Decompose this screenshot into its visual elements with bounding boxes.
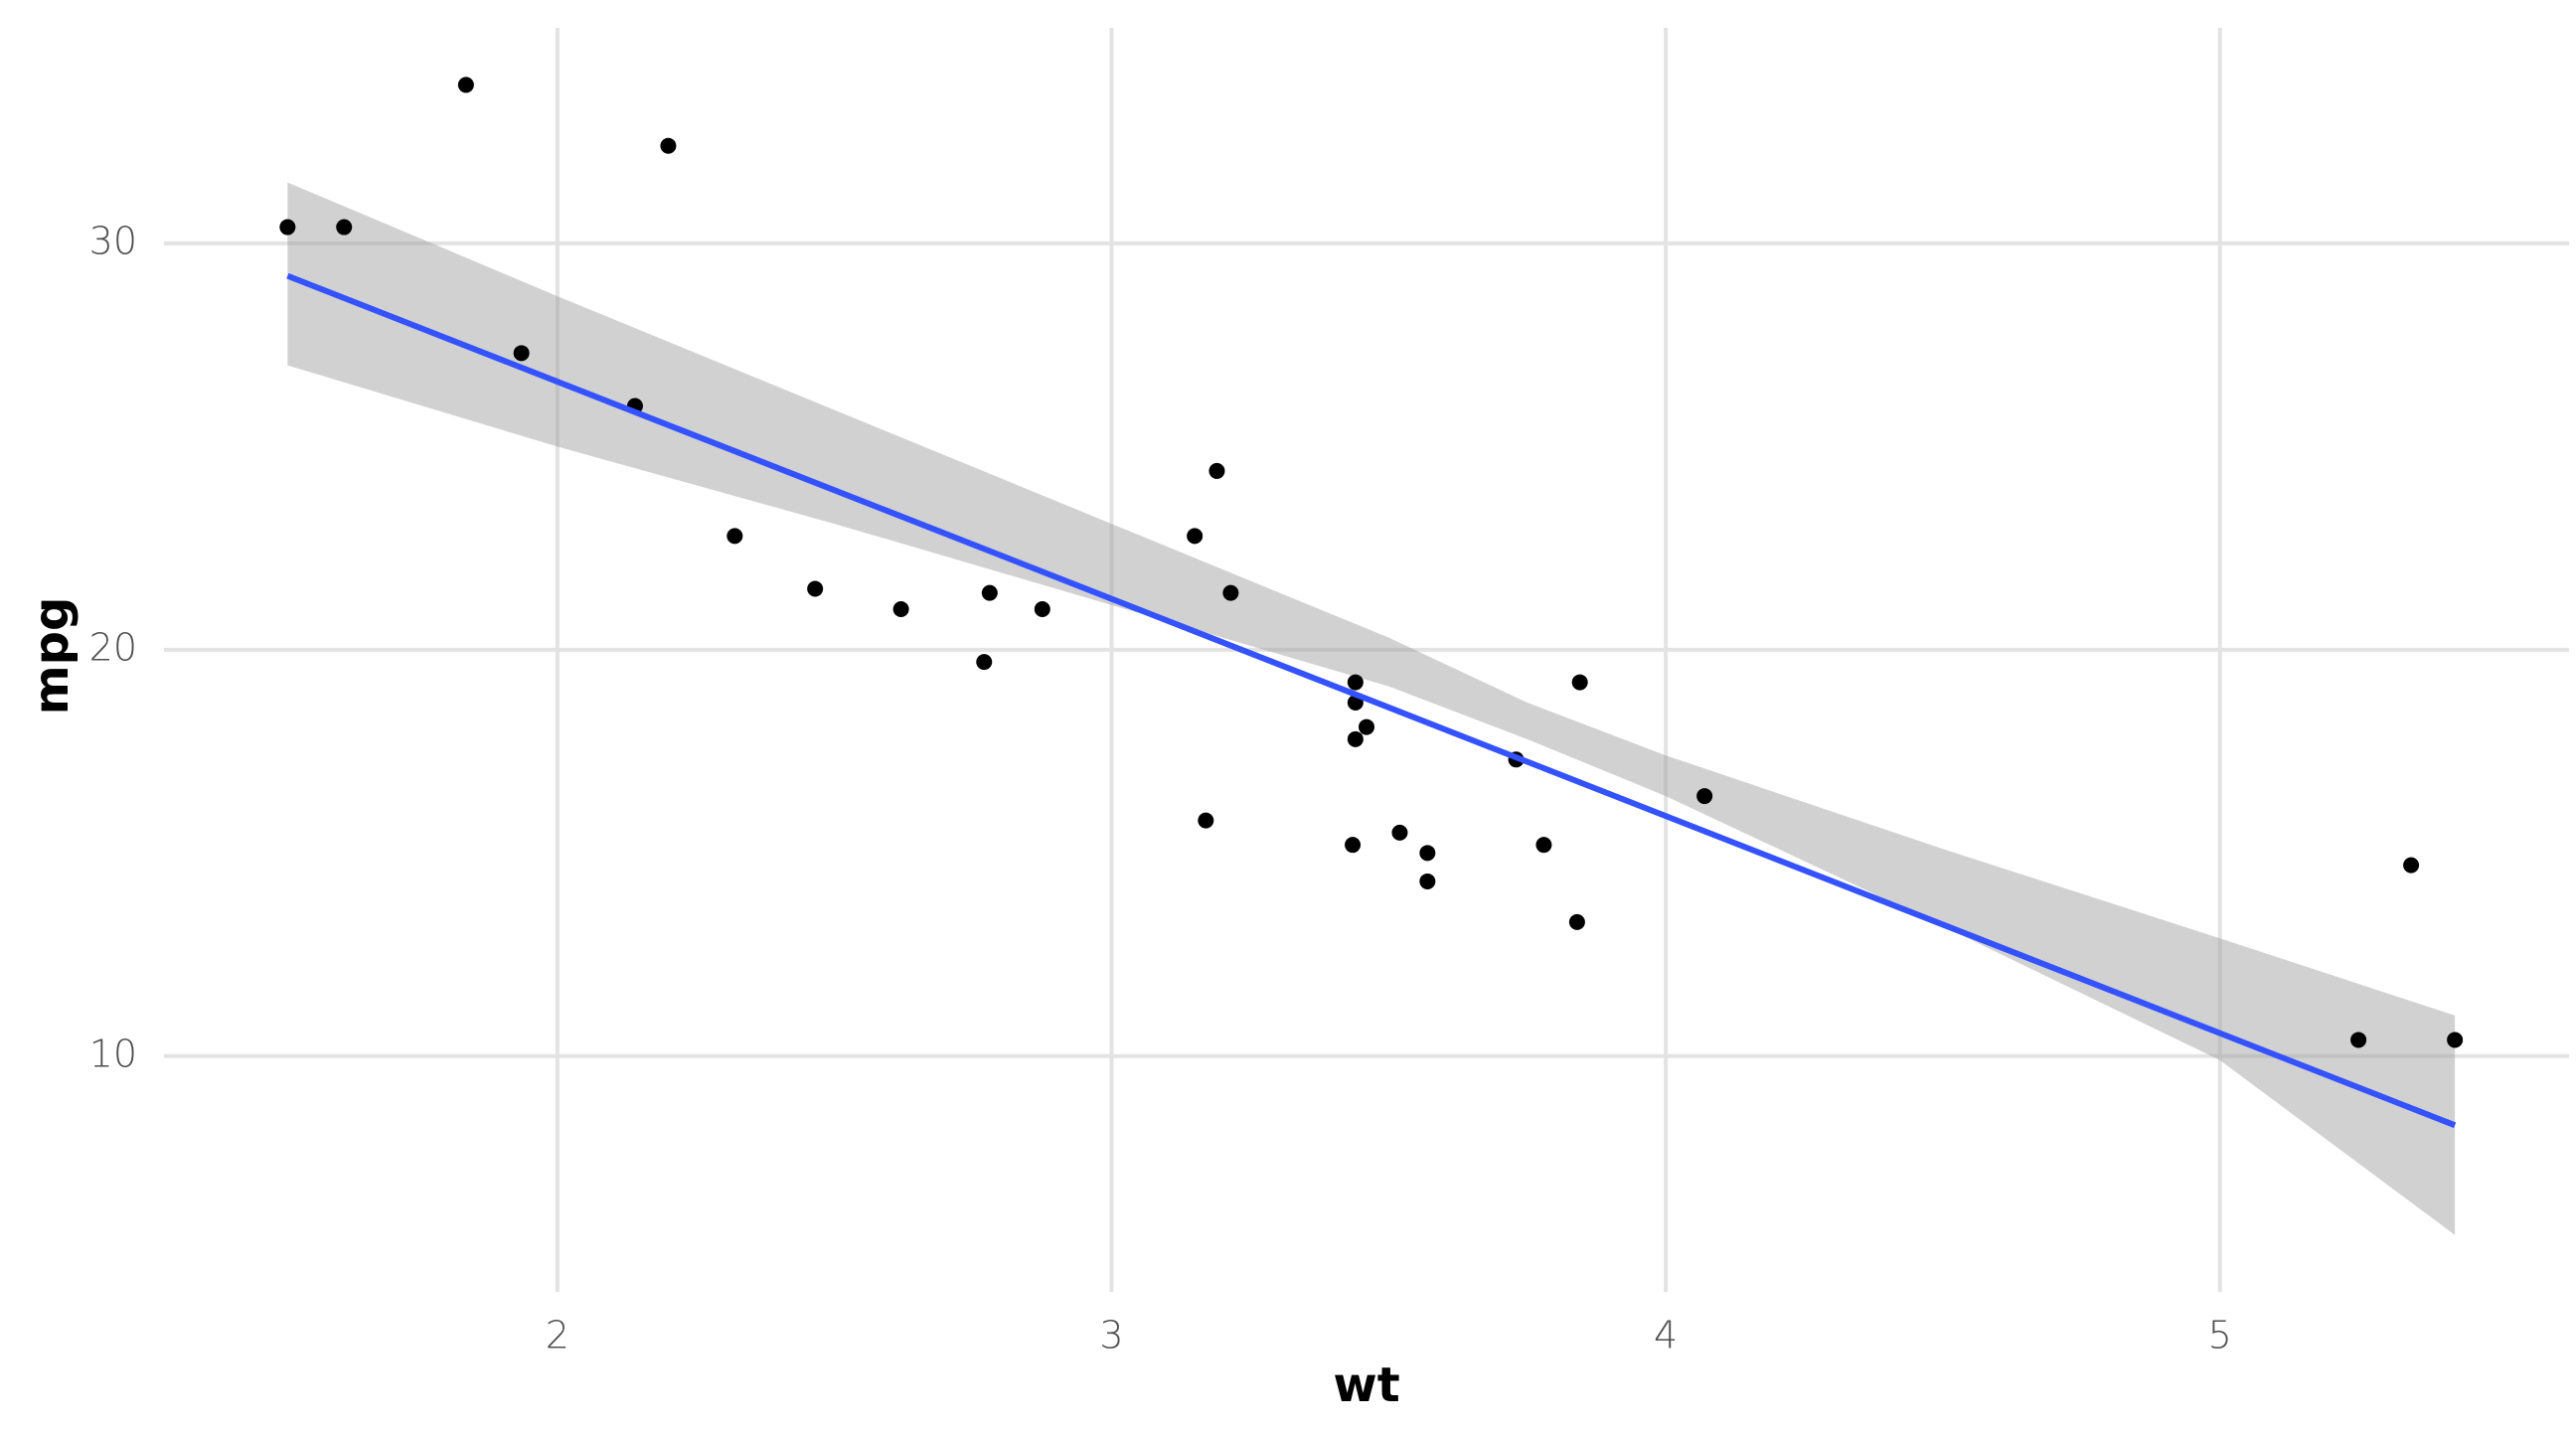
data-point-26 [1535, 837, 1552, 854]
data-point-2 [336, 219, 353, 236]
data-point-14 [1198, 812, 1214, 829]
x-tick-label-3: 3 [1099, 1314, 1123, 1357]
data-point-8 [807, 580, 824, 597]
data-point-21 [1359, 718, 1374, 735]
data-point-7 [726, 528, 743, 545]
y-axis-title: mpg [24, 597, 80, 716]
data-point-32 [2447, 1032, 2464, 1048]
data-point-1 [279, 219, 296, 236]
data-point-27 [1568, 913, 1585, 930]
confidence-band [287, 182, 2456, 1235]
data-point-4 [513, 345, 530, 362]
data-point-9 [892, 600, 909, 617]
regression-line [286, 272, 2457, 1129]
data-point-29 [1696, 788, 1713, 805]
data-points [279, 77, 2464, 1048]
data-point-31 [2403, 857, 2420, 874]
grid-lines [164, 28, 2569, 1292]
y-tick-label-10: 10 [89, 1032, 137, 1075]
data-point-15 [1208, 462, 1225, 479]
y-tick-label-30: 30 [89, 219, 137, 262]
tick-labels: 2 3 4 5 10 20 30 [89, 219, 2232, 1356]
y-tick-label-20: 20 [89, 625, 137, 669]
data-point-11 [981, 584, 998, 601]
data-point-10 [976, 654, 993, 671]
x-tick-label-4: 4 [1654, 1314, 1678, 1357]
data-point-24 [1419, 845, 1436, 862]
confidence-band-layer [287, 182, 2456, 1235]
data-point-22 [1391, 824, 1408, 841]
data-point-28 [1571, 674, 1588, 691]
regression-line-layer [286, 272, 2457, 1129]
data-point-12 [1034, 600, 1050, 617]
data-point-3 [457, 77, 474, 93]
data-point-17 [1345, 837, 1362, 854]
data-point-23 [1419, 873, 1436, 889]
data-point-19 [1347, 674, 1364, 691]
data-point-13 [1187, 528, 1204, 545]
data-point-16 [1222, 584, 1239, 601]
x-axis-title: wt [1333, 1357, 1399, 1413]
data-point-6 [660, 137, 677, 154]
x-tick-label-2: 2 [546, 1314, 569, 1357]
x-tick-label-5: 5 [2208, 1314, 2232, 1357]
data-point-30 [2350, 1032, 2367, 1048]
data-point-20 [1347, 730, 1364, 747]
